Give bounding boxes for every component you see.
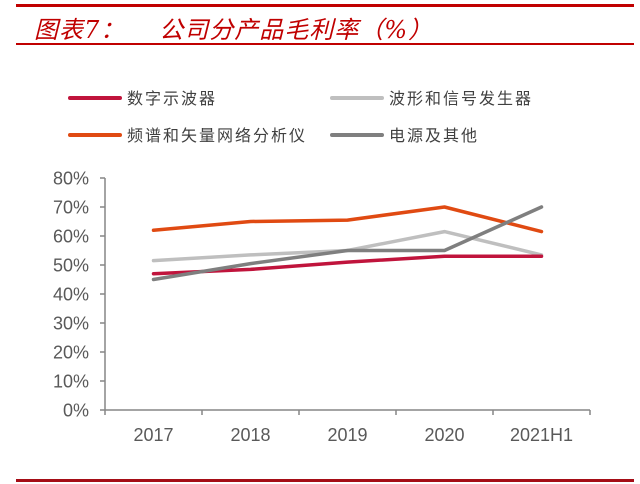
series-2 [151, 205, 544, 234]
series-line [151, 205, 544, 234]
figure-number: 图表7： [34, 16, 126, 44]
x-tick-label: 2017 [133, 425, 173, 445]
y-tick-label: 50% [53, 256, 89, 276]
x-tick-label: 2021H1 [510, 425, 573, 445]
top-rule [16, 4, 634, 7]
series-3 [151, 205, 544, 282]
legend-item: 波形和信号发生器 [330, 89, 533, 108]
y-tick-label: 70% [53, 198, 89, 218]
y-tick-label: 30% [53, 314, 89, 334]
figure-title: 图表7： 公司分产品毛利率（%） [34, 10, 433, 45]
y-tick-label: 60% [53, 227, 89, 247]
x-tick-label: 2019 [327, 425, 367, 445]
title-rule [16, 43, 634, 45]
x-tick-label: 2020 [424, 425, 464, 445]
axes: 0% 10% 20% 30% 40% 50% 60% 70% 80% 2017 2018 2019 20… [53, 169, 591, 445]
legend-item: 频谱和矢量网络分析仪 [68, 126, 307, 145]
y-tick-label: 40% [53, 285, 89, 305]
figure-title-text: 公司分产品毛利率（%） [159, 16, 434, 44]
legend-label: 频谱和矢量网络分析仪 [127, 126, 307, 145]
legend-item: 数字示波器 [68, 89, 217, 108]
series-layer [151, 205, 544, 282]
legend-label: 电源及其他 [389, 126, 479, 145]
series-0 [151, 254, 544, 276]
bottom-rule [16, 479, 634, 482]
x-tick-label: 2018 [230, 425, 270, 445]
y-tick-label: 10% [53, 372, 89, 392]
y-tick-label: 80% [53, 169, 89, 189]
legend-label: 波形和信号发生器 [389, 89, 533, 108]
legend-item: 电源及其他 [330, 126, 479, 145]
y-tick-label: 20% [53, 343, 89, 363]
y-tick-label: 0% [63, 401, 89, 421]
legend-label: 数字示波器 [127, 89, 217, 108]
